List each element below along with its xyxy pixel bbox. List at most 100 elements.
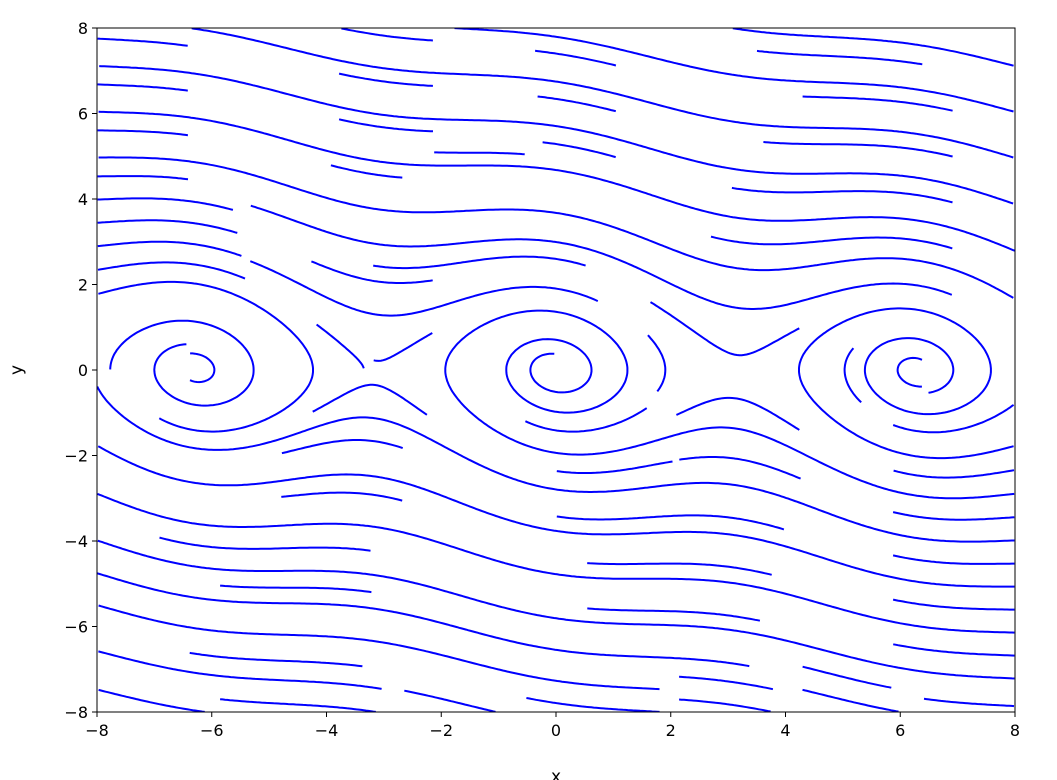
streamline — [281, 491, 403, 502]
streamlines — [97, 28, 1015, 712]
streamline — [97, 37, 188, 47]
streamline — [281, 439, 404, 455]
streamline — [97, 492, 1015, 634]
streamline — [710, 235, 953, 250]
y-tick-label: 8 — [78, 19, 88, 38]
streamline — [587, 607, 761, 622]
streamline — [315, 323, 365, 369]
streamline — [732, 28, 1014, 67]
streamline — [434, 151, 525, 156]
axis-ticks: −8 −6 −4 −2 0 2 4 6 8 −8 −6 −4 −2 0 2 4 6 8 — [64, 19, 1020, 740]
streamline — [159, 536, 371, 552]
streamline — [556, 460, 673, 474]
streamline — [189, 352, 216, 384]
streamline — [97, 83, 188, 92]
y-tick-label: 0 — [78, 361, 88, 380]
x-tick-label: −6 — [200, 721, 224, 740]
streamline — [97, 539, 1015, 680]
streamline — [97, 261, 246, 280]
streamline — [220, 584, 372, 594]
x-tick-label: 8 — [1010, 721, 1020, 740]
streamline — [191, 28, 1014, 159]
streamline — [893, 643, 1015, 657]
y-tick-label: −6 — [64, 618, 88, 637]
streamline — [843, 347, 862, 404]
streamline — [249, 260, 599, 317]
streamline — [731, 186, 953, 204]
streamline — [338, 72, 433, 87]
streamline — [802, 95, 953, 112]
streamline — [189, 651, 363, 668]
streamline — [679, 675, 774, 691]
y-tick-label: 4 — [78, 190, 88, 209]
y-axis-label: y — [7, 365, 27, 375]
x-tick-label: −8 — [85, 721, 109, 740]
x-tick-label: −4 — [315, 721, 339, 740]
streamline — [109, 319, 255, 407]
streamline — [756, 49, 923, 66]
streamline — [798, 307, 1014, 460]
streamline — [893, 469, 1015, 479]
streamline — [98, 688, 205, 712]
streamline — [250, 204, 953, 310]
streamline — [892, 554, 1015, 565]
streamline — [312, 383, 428, 416]
streamline — [679, 698, 771, 712]
streamline — [311, 260, 433, 284]
y-tick-label: 6 — [78, 105, 88, 124]
x-tick-label: 2 — [666, 721, 676, 740]
streamline — [98, 156, 1014, 299]
streamline — [373, 255, 586, 270]
streamline — [892, 511, 1015, 521]
streamline — [99, 65, 1014, 205]
streamline — [404, 689, 496, 712]
streamline — [526, 697, 660, 712]
streamline — [676, 396, 800, 431]
x-axis-label: x — [551, 767, 561, 780]
streamline — [524, 407, 648, 433]
streamline — [679, 456, 801, 480]
streamline — [98, 280, 314, 433]
streamline — [896, 356, 923, 388]
streamline — [534, 49, 617, 67]
streamline — [338, 118, 434, 133]
streamline — [649, 301, 800, 357]
x-tick-label: 4 — [780, 721, 790, 740]
streamline — [647, 334, 667, 392]
y-tick-label: −8 — [64, 703, 88, 722]
streamline — [97, 386, 1015, 543]
x-tick-label: −2 — [429, 721, 453, 740]
streamline — [330, 164, 403, 179]
streamline — [892, 598, 1015, 611]
streamline — [97, 572, 750, 668]
streamline — [98, 604, 660, 691]
streamline — [98, 650, 382, 690]
streamline — [892, 404, 1015, 434]
streamline — [341, 28, 433, 42]
streamline — [98, 110, 1015, 252]
streamline — [97, 197, 234, 211]
streamline — [802, 688, 899, 712]
y-tick-label: 2 — [78, 276, 88, 295]
y-tick-label: −4 — [64, 532, 88, 551]
y-tick-label: −2 — [64, 447, 88, 466]
x-tick-label: 0 — [551, 721, 561, 740]
streamline — [454, 28, 1014, 113]
streamline — [542, 141, 616, 159]
streamline — [373, 332, 433, 362]
streamline — [220, 698, 376, 712]
streamline — [97, 240, 242, 257]
streamline — [587, 562, 772, 576]
streamline — [537, 95, 617, 113]
streamline — [97, 175, 189, 181]
streamline — [97, 445, 1015, 588]
streamline — [97, 219, 238, 234]
streamline — [802, 665, 892, 689]
streamline — [444, 309, 1015, 500]
streamline — [763, 141, 953, 158]
streamline — [556, 514, 785, 531]
streamline — [97, 129, 189, 137]
x-tick-label: 6 — [895, 721, 905, 740]
